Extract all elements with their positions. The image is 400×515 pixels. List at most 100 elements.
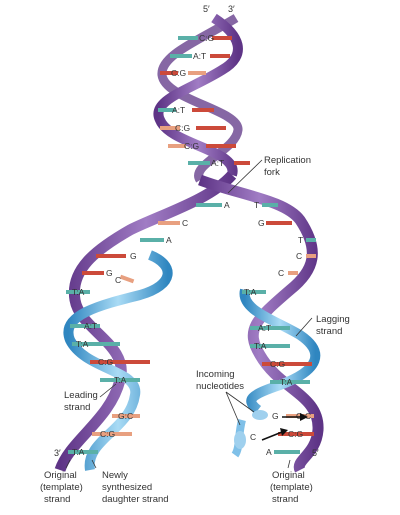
incoming-nucleotide-label: G bbox=[272, 411, 279, 421]
fork-base-label: G bbox=[106, 268, 113, 278]
incoming-nucleotides-label-line1: Incoming bbox=[196, 369, 235, 380]
fork-base: A bbox=[140, 235, 172, 245]
fork-base-label: C bbox=[278, 268, 284, 278]
fork-base-label: C bbox=[182, 218, 188, 228]
base-pair-top-5: C:G bbox=[160, 123, 226, 133]
fork-base: A bbox=[196, 200, 230, 210]
replication-fork-label-line1: Replication bbox=[264, 155, 311, 166]
base-pair-label: A:T bbox=[211, 158, 224, 168]
arrowhead-icon bbox=[300, 413, 308, 421]
base-pair-top-1: C:G bbox=[178, 33, 232, 43]
right-pair-label: C:G bbox=[288, 429, 303, 439]
fork-base-label: T bbox=[298, 235, 303, 245]
incoming-nucleotide-label: C bbox=[250, 432, 256, 442]
leader-lines bbox=[65, 159, 313, 469]
incoming-nucleotides: G C bbox=[234, 410, 308, 449]
base-pair-label: C:G bbox=[199, 33, 214, 43]
base-pair-label: C:G bbox=[184, 141, 199, 151]
left-pair-label: G:C bbox=[118, 411, 133, 421]
left-pair: C:G bbox=[92, 429, 132, 439]
replication-fork-label-line2: fork bbox=[264, 167, 280, 178]
new-daughter-strand-line1: Newly bbox=[102, 470, 128, 481]
fork-base-label: T bbox=[254, 200, 259, 210]
right-pair-label: A bbox=[266, 447, 272, 457]
arrow-right-icon bbox=[261, 431, 283, 441]
lagging-strand-label-line1: Lagging bbox=[316, 314, 350, 325]
parental-strand-front bbox=[153, 13, 243, 177]
left-base-pairs: T:A A:T T:A C:G T:A G:C C:G T:A bbox=[66, 287, 150, 457]
right-pair-label: T:A bbox=[280, 377, 293, 387]
base-pair-label: C:G bbox=[171, 68, 186, 78]
parental-helix bbox=[153, 13, 243, 183]
fork-base: G bbox=[96, 251, 137, 261]
base-pair-label: A:T bbox=[193, 51, 206, 61]
original-strand-left-line2: (template) bbox=[40, 482, 83, 493]
fork-base-label: G bbox=[258, 218, 265, 228]
new-daughter-strand-line2: synthesized bbox=[102, 482, 152, 493]
base-pair-top-2: A:T bbox=[170, 51, 230, 61]
left-pair-label: A:T bbox=[84, 321, 97, 331]
right-pair: T:A bbox=[242, 287, 266, 297]
leading-strand bbox=[63, 250, 173, 471]
right-pair: A:T bbox=[250, 323, 290, 333]
right-pair-label: C:G bbox=[270, 359, 285, 369]
base-pair-label: A:T bbox=[172, 105, 185, 115]
base-pair-top-6: C:G bbox=[168, 141, 236, 151]
end-label-5prime-right: 5′ bbox=[312, 448, 319, 458]
right-pair-label: T:A bbox=[244, 287, 257, 297]
fork-base-label: A bbox=[224, 200, 230, 210]
leading-strand-label-line1: Leading bbox=[64, 390, 98, 401]
base-pair-top-4: A:T bbox=[158, 105, 214, 115]
end-label-5prime-top: 5′ bbox=[203, 4, 210, 14]
end-label-3prime-left: 3′ bbox=[54, 448, 61, 458]
right-pair-label: T:A bbox=[254, 341, 267, 351]
fork-base: G bbox=[258, 218, 292, 228]
right-pair: T:A bbox=[250, 341, 290, 351]
new-daughter-strand-line3: daughter strand bbox=[102, 494, 169, 505]
left-pair: T:A bbox=[66, 287, 90, 297]
incoming-nucleotide bbox=[252, 410, 268, 420]
incoming-nucleotides-label-line2: nucleotides bbox=[196, 381, 244, 392]
fork-base: C bbox=[296, 251, 316, 261]
left-pair: C:G bbox=[90, 357, 150, 367]
arrowhead-icon bbox=[280, 428, 288, 436]
right-pair: A bbox=[266, 447, 300, 457]
fork-base: T bbox=[254, 200, 278, 210]
lagging-strand-label-line2: strand bbox=[316, 326, 342, 337]
leading-strand-label-line2: strand bbox=[64, 402, 90, 413]
base-pair-label: C:G bbox=[175, 123, 190, 133]
original-strand-right-line2: (template) bbox=[270, 482, 313, 493]
right-pair-label: A:T bbox=[258, 323, 271, 333]
fork-base-label: C bbox=[115, 275, 121, 285]
left-pair: A:T bbox=[70, 321, 100, 331]
end-label-3prime-top: 3′ bbox=[228, 4, 235, 14]
left-pair: T:A bbox=[72, 339, 120, 349]
left-pair-label: T:A bbox=[72, 447, 85, 457]
fork-base: C bbox=[278, 268, 298, 278]
fork-base: C bbox=[158, 218, 188, 228]
left-pair: T:A bbox=[68, 447, 98, 457]
right-pair: C:G bbox=[278, 429, 314, 439]
original-strand-right-line1: Original bbox=[272, 470, 305, 481]
left-pair-label: T:A bbox=[72, 287, 85, 297]
fork-bases: A T C G A T G C bbox=[82, 200, 316, 285]
incoming-nucleotide bbox=[234, 431, 246, 449]
left-pair-label: C:G bbox=[98, 357, 113, 367]
left-pair-label: T:A bbox=[76, 339, 89, 349]
original-strand-left-line1: Original bbox=[44, 470, 77, 481]
right-pair: T:A bbox=[270, 377, 310, 387]
annotation-labels: Replication fork Lagging strand Incoming… bbox=[40, 155, 350, 505]
original-strand-right-line3: strand bbox=[272, 494, 298, 505]
fork-base: T bbox=[298, 235, 316, 245]
original-strand-left-line3: strand bbox=[44, 494, 70, 505]
fork-base: G bbox=[82, 268, 113, 278]
left-pair: G:C bbox=[112, 411, 140, 421]
fork-base: C bbox=[115, 274, 135, 285]
left-template-strand bbox=[54, 171, 237, 473]
top-base-pairs: C:G A:T C:G A:T C:G C:G bbox=[158, 33, 250, 168]
base-pair-top-3: C:G bbox=[160, 68, 206, 78]
left-pair-label: C:G bbox=[100, 429, 115, 439]
right-pair: C:G bbox=[262, 359, 312, 369]
